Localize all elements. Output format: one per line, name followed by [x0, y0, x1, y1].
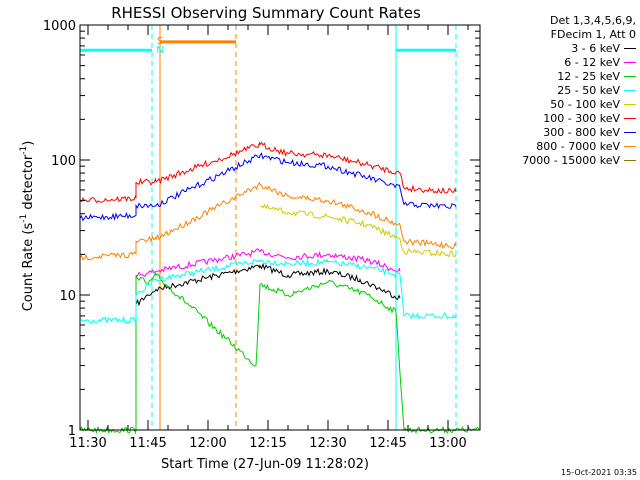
y-tick-label: 100	[51, 154, 76, 169]
y-axis-label-part: )	[21, 141, 36, 146]
y-tick-label: 10	[59, 289, 76, 304]
legend-entry: 3 - 6 keV	[478, 42, 636, 56]
state-label-n: N	[156, 45, 163, 56]
legend-entry: 25 - 50 keV	[478, 84, 636, 98]
x-tick-label: 12:15	[249, 436, 286, 451]
state-label-s: S	[157, 36, 163, 47]
legend-swatch	[624, 160, 636, 162]
y-axis-label-part: Count Rate (s	[21, 223, 36, 312]
legend-swatch	[624, 76, 636, 78]
series-line	[135, 262, 401, 430]
legend-entry-label: 800 - 7000 keV	[536, 140, 620, 153]
legend-swatch	[624, 118, 636, 120]
legend-header-line: FDecim 1, Att 0	[550, 28, 636, 41]
legend-swatch	[624, 132, 636, 134]
x-tick-label: 12:45	[369, 436, 406, 451]
legend-entry-label: 100 - 300 keV	[543, 112, 620, 125]
y-axis-label-part: detector	[21, 154, 36, 214]
x-tick-label: 12:00	[189, 436, 226, 451]
x-tick-label: 11:30	[69, 436, 106, 451]
legend-entry: 800 - 7000 keV	[478, 140, 636, 154]
legend-swatch	[624, 90, 636, 92]
legend-swatch	[624, 104, 636, 106]
series-line	[79, 181, 457, 261]
chart-title: RHESSI Observing Summary Count Rates	[111, 4, 421, 22]
y-tick-label: 1000	[43, 19, 76, 34]
series-line	[79, 258, 457, 324]
legend-swatch	[624, 146, 636, 148]
legend-entry-label: 6 - 12 keV	[564, 56, 620, 69]
legend-entry-label: 3 - 6 keV	[571, 42, 620, 55]
legend-entry: 7000 - 15000 keV	[478, 154, 636, 168]
legend-entry-label: 12 - 25 keV	[557, 70, 620, 83]
legend-entry-label: 7000 - 15000 keV	[522, 154, 620, 167]
legend-entry: 50 - 100 keV	[478, 98, 636, 112]
x-tick-label: 11:45	[129, 436, 166, 451]
legend-entry: 100 - 300 keV	[478, 112, 636, 126]
y-axis-label: Count Rate (s-1 detector-1)	[19, 141, 36, 312]
legend-entry: 12 - 25 keV	[478, 70, 636, 84]
legend-swatch	[624, 48, 636, 50]
legend-header-line: Det 1,3,4,5,6,9,	[549, 14, 636, 27]
plot-area: SN 1 10 100 1000 11:30 11:45 12:00 12:15 12:30 12:…	[43, 19, 481, 451]
series-line	[79, 271, 481, 435]
x-tick-label: 12:30	[309, 436, 346, 451]
series-line	[79, 141, 457, 204]
legend-entry-label: 50 - 100 keV	[550, 98, 620, 111]
legend-entry-label: 300 - 800 keV	[543, 126, 620, 139]
legend-swatch	[624, 62, 636, 64]
plot-frame	[79, 24, 481, 431]
series-line	[135, 248, 401, 278]
y-tick-label: 1	[68, 424, 76, 439]
legend-entry: 6 - 12 keV	[478, 56, 636, 70]
legend: Det 1,3,4,5,6,9, FDecim 1, Att 0 3 - 6 k…	[478, 14, 636, 168]
series-line	[259, 203, 457, 258]
series-line	[79, 152, 457, 222]
y-axis-label-sup: -1	[19, 146, 29, 155]
x-tick-label: 13:00	[429, 436, 466, 451]
timestamp: 15-Oct-2021 03:35	[561, 468, 637, 477]
legend-entry-label: 25 - 50 keV	[557, 84, 620, 97]
legend-entry: 300 - 800 keV	[478, 126, 636, 140]
legend-items: 3 - 6 keV 6 - 12 keV 12 - 25 keV 25 - 50 ke…	[478, 42, 636, 168]
x-axis-label: Start Time (27-Jun-09 11:28:02)	[161, 457, 369, 472]
y-axis-label-sup: -1	[19, 214, 29, 223]
